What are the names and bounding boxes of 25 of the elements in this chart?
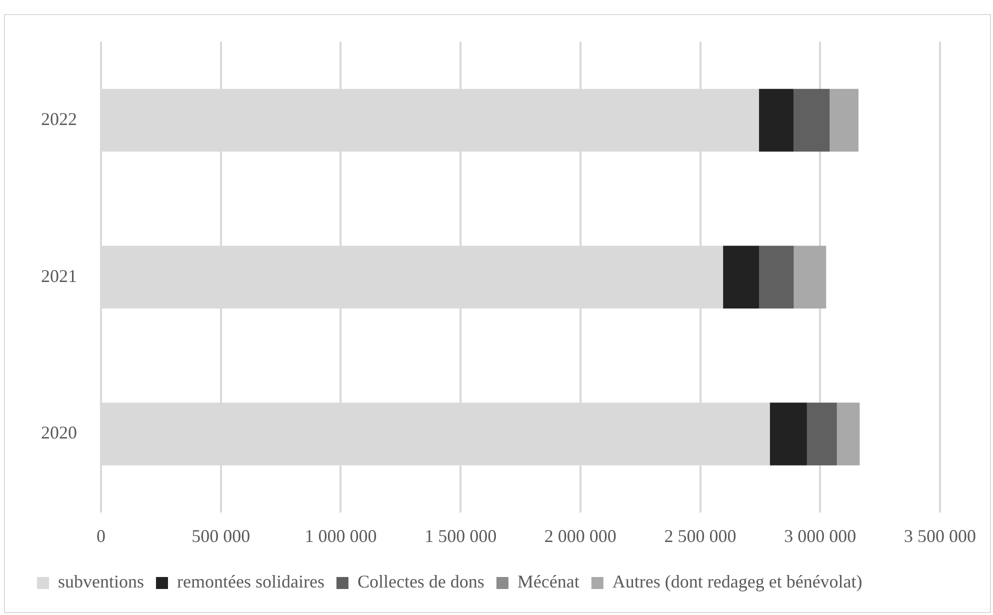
bar: [806, 402, 837, 466]
x-tick-label: 1 500 000: [424, 526, 497, 546]
bar: [794, 88, 830, 152]
legend-label: Autres (dont redageg et bénévolat): [612, 572, 862, 592]
x-tick-label: 500 000: [192, 526, 250, 546]
bar: [794, 246, 826, 308]
x-tick-label: 2 000 000: [544, 526, 616, 546]
x-tick-label: 1 000 000: [304, 526, 377, 546]
bar: [830, 88, 858, 152]
x-tick-label: 3 500 000: [904, 526, 976, 546]
bar: [770, 402, 807, 466]
x-tick-label: 3 000 000: [784, 526, 856, 546]
y-tick-label: 2022: [41, 108, 77, 129]
legend-label: Collectes de dons: [357, 572, 484, 592]
x-tick-label: 0: [96, 526, 106, 546]
y-tick-label: 2020: [41, 422, 77, 443]
legend-label: subventions: [58, 572, 144, 592]
x-tick-label: 2 500 000: [664, 526, 736, 546]
y-tick-label: 2021: [41, 266, 77, 286]
bar: [723, 246, 760, 308]
bar: [836, 402, 860, 466]
legend-label: remontées solidaires: [177, 572, 324, 592]
bar: [759, 246, 794, 308]
bar: [759, 88, 794, 152]
legend-label: Mécénat: [517, 572, 580, 592]
